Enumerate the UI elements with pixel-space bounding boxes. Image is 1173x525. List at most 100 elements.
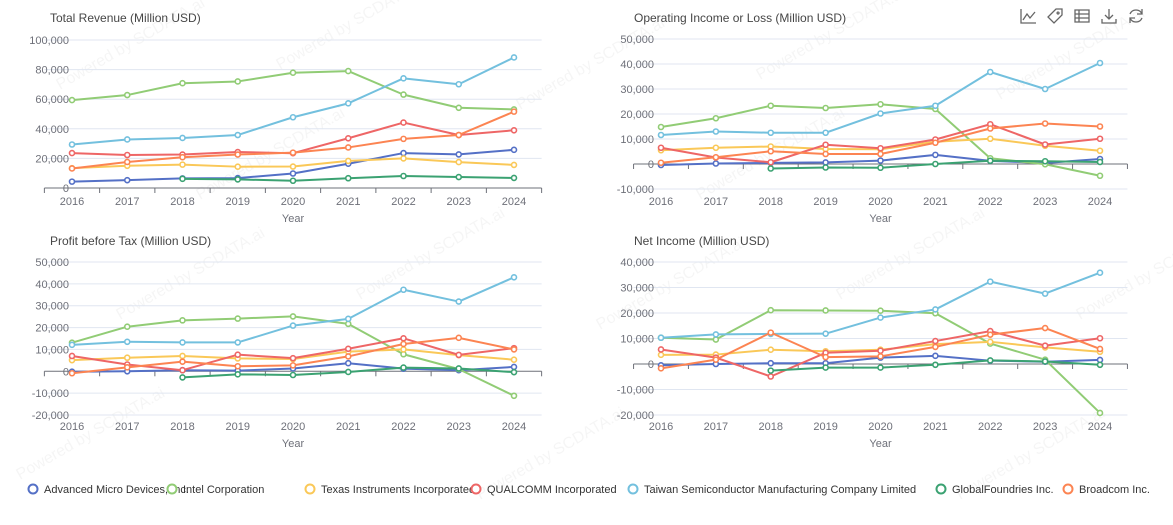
data-point[interactable]: [455, 131, 463, 139]
legend-item[interactable]: Taiwan Semiconductor Manufacturing Compa…: [625, 483, 916, 496]
data-point[interactable]: [822, 330, 829, 337]
data-point[interactable]: [1096, 172, 1104, 180]
data-point[interactable]: [400, 91, 407, 98]
data-point[interactable]: [1041, 290, 1049, 297]
download-button[interactable]: Save as image: [1099, 6, 1119, 26]
data-point[interactable]: [179, 175, 186, 183]
legend-item[interactable]: Texas Instruments Incorporated: [302, 483, 475, 496]
data-point[interactable]: [68, 141, 76, 148]
data-point[interactable]: [932, 102, 939, 110]
data-point[interactable]: [657, 346, 665, 353]
data-point[interactable]: [932, 337, 939, 345]
data-point[interactable]: [510, 161, 518, 169]
data-point[interactable]: [289, 113, 297, 121]
data-point[interactable]: [234, 78, 242, 85]
data-point[interactable]: [455, 158, 463, 166]
data-point[interactable]: [712, 336, 720, 343]
data-point[interactable]: [877, 100, 884, 108]
table-button[interactable]: Data view: [1072, 6, 1092, 26]
data-point[interactable]: [400, 149, 407, 157]
data-point[interactable]: [179, 352, 186, 360]
data-point[interactable]: [123, 354, 131, 362]
data-point[interactable]: [767, 165, 775, 172]
data-point[interactable]: [179, 358, 186, 365]
data-point[interactable]: [400, 172, 407, 180]
tag-button[interactable]: Toggle labels: [1045, 6, 1065, 26]
data-point[interactable]: [179, 134, 186, 142]
data-point[interactable]: [455, 298, 463, 305]
data-point[interactable]: [986, 338, 994, 346]
data-point[interactable]: [179, 374, 186, 381]
legend-item[interactable]: GlobalFoundries Inc.: [933, 483, 1054, 496]
data-point[interactable]: [712, 160, 720, 167]
data-point[interactable]: [877, 364, 884, 371]
data-point[interactable]: [986, 68, 994, 76]
data-point[interactable]: [510, 346, 518, 353]
data-point[interactable]: [822, 150, 829, 158]
data-point[interactable]: [400, 364, 407, 371]
data-point[interactable]: [510, 174, 518, 182]
data-point[interactable]: [822, 164, 829, 171]
data-point[interactable]: [767, 158, 775, 166]
data-point[interactable]: [986, 357, 994, 364]
data-point[interactable]: [712, 153, 720, 161]
data-point[interactable]: [344, 174, 352, 182]
data-point[interactable]: [455, 104, 463, 112]
data-point[interactable]: [657, 131, 665, 139]
data-point[interactable]: [510, 126, 518, 134]
data-point[interactable]: [289, 149, 297, 156]
data-point[interactable]: [344, 100, 352, 107]
data-point[interactable]: [234, 131, 242, 139]
data-point[interactable]: [767, 373, 775, 380]
data-point[interactable]: [344, 368, 352, 376]
data-point[interactable]: [1096, 361, 1104, 369]
data-point[interactable]: [877, 150, 884, 158]
data-point[interactable]: [1096, 334, 1104, 342]
data-point[interactable]: [932, 361, 939, 369]
data-point[interactable]: [986, 135, 994, 143]
data-point[interactable]: [1041, 358, 1049, 365]
data-point[interactable]: [179, 317, 186, 324]
data-point[interactable]: [289, 177, 297, 185]
data-point[interactable]: [1096, 345, 1104, 353]
data-point[interactable]: [289, 69, 297, 77]
data-point[interactable]: [822, 364, 829, 371]
data-point[interactable]: [68, 369, 76, 377]
data-point[interactable]: [1041, 324, 1049, 332]
data-point[interactable]: [234, 151, 242, 158]
data-point[interactable]: [1096, 409, 1104, 417]
data-point[interactable]: [510, 356, 518, 364]
data-point[interactable]: [289, 322, 297, 329]
data-point[interactable]: [1096, 135, 1104, 143]
data-point[interactable]: [877, 314, 884, 321]
data-point[interactable]: [986, 278, 994, 285]
data-point[interactable]: [123, 136, 131, 143]
data-point[interactable]: [510, 392, 518, 400]
data-point[interactable]: [344, 157, 352, 165]
data-point[interactable]: [712, 144, 720, 152]
data-point[interactable]: [657, 144, 665, 152]
data-point[interactable]: [123, 176, 131, 184]
data-point[interactable]: [1096, 123, 1104, 130]
data-point[interactable]: [712, 114, 720, 122]
data-point[interactable]: [657, 334, 665, 342]
data-point[interactable]: [767, 306, 775, 314]
data-point[interactable]: [932, 306, 939, 313]
data-point[interactable]: [455, 351, 463, 359]
data-point[interactable]: [877, 110, 884, 117]
data-point[interactable]: [68, 352, 76, 360]
data-point[interactable]: [234, 176, 242, 183]
data-point[interactable]: [400, 340, 407, 348]
data-point[interactable]: [344, 353, 352, 360]
data-point[interactable]: [1096, 59, 1104, 67]
data-point[interactable]: [68, 149, 76, 157]
data-point[interactable]: [986, 125, 994, 132]
data-point[interactable]: [932, 151, 939, 159]
data-point[interactable]: [289, 170, 297, 177]
data-point[interactable]: [1041, 342, 1049, 349]
data-point[interactable]: [510, 54, 518, 61]
data-point[interactable]: [877, 164, 884, 172]
data-point[interactable]: [289, 362, 297, 369]
data-point[interactable]: [767, 367, 775, 374]
data-point[interactable]: [1096, 158, 1104, 166]
